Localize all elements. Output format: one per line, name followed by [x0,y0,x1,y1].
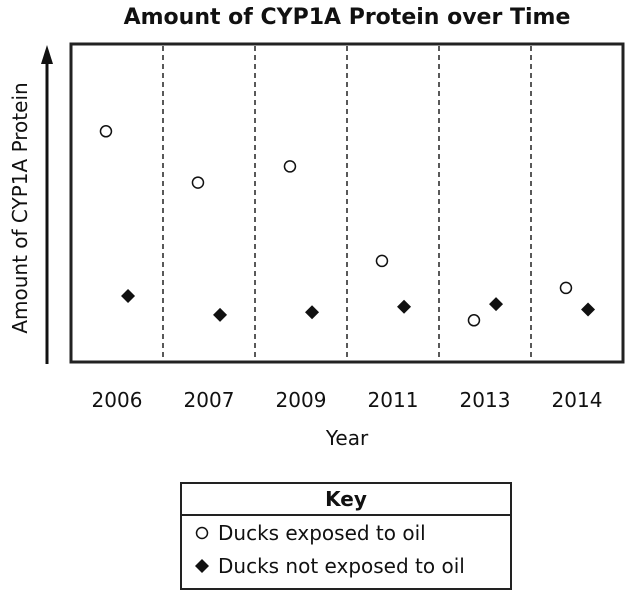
exposed-point [191,176,205,189]
exposed-point [467,314,481,327]
not-exposed-point [213,307,228,322]
exposed-point [375,254,389,268]
legend: Key Ducks exposed to oil Ducks not expos… [180,482,512,590]
x-tick-labels: 2006 2007 2009 2011 2013 2014 [92,388,603,412]
exposed-point [99,125,113,138]
open-circle-icon [195,526,209,539]
legend-label-not-exposed: Ducks not exposed to oil [218,553,465,578]
not-exposed-point [121,289,136,303]
legend-title: Key [182,484,510,516]
x-tick-label: 2011 [368,388,419,412]
not-exposed-point [581,302,596,317]
not-exposed-point [397,299,412,314]
chart-title: Amount of CYP1A Protein over Time [124,5,571,30]
x-tick-label: 2014 [552,388,603,412]
exposed-point [559,281,573,295]
x-tick-label: 2009 [276,388,327,412]
year-separators [162,46,532,360]
data-points [99,125,596,327]
x-axis-label: Year [325,426,369,450]
plot-frame [69,42,625,364]
exposed-point [283,160,297,173]
chart: Amount of CYP1A Protein over Time 2006 20… [8,5,625,450]
y-axis-arrowhead [41,45,53,64]
not-exposed-point [305,305,320,320]
x-tick-label: 2007 [184,388,235,412]
x-tick-label: 2006 [92,388,143,412]
legend-item-exposed: Ducks exposed to oil [182,516,510,549]
legend-label-exposed: Ducks exposed to oil [218,520,426,545]
legend-item-not-exposed: Ducks not exposed to oil [182,549,510,582]
filled-diamond-icon [195,558,209,573]
not-exposed-point [489,297,504,312]
y-axis-label: Amount of CYP1A Protein [8,82,32,333]
x-tick-label: 2013 [460,388,511,412]
